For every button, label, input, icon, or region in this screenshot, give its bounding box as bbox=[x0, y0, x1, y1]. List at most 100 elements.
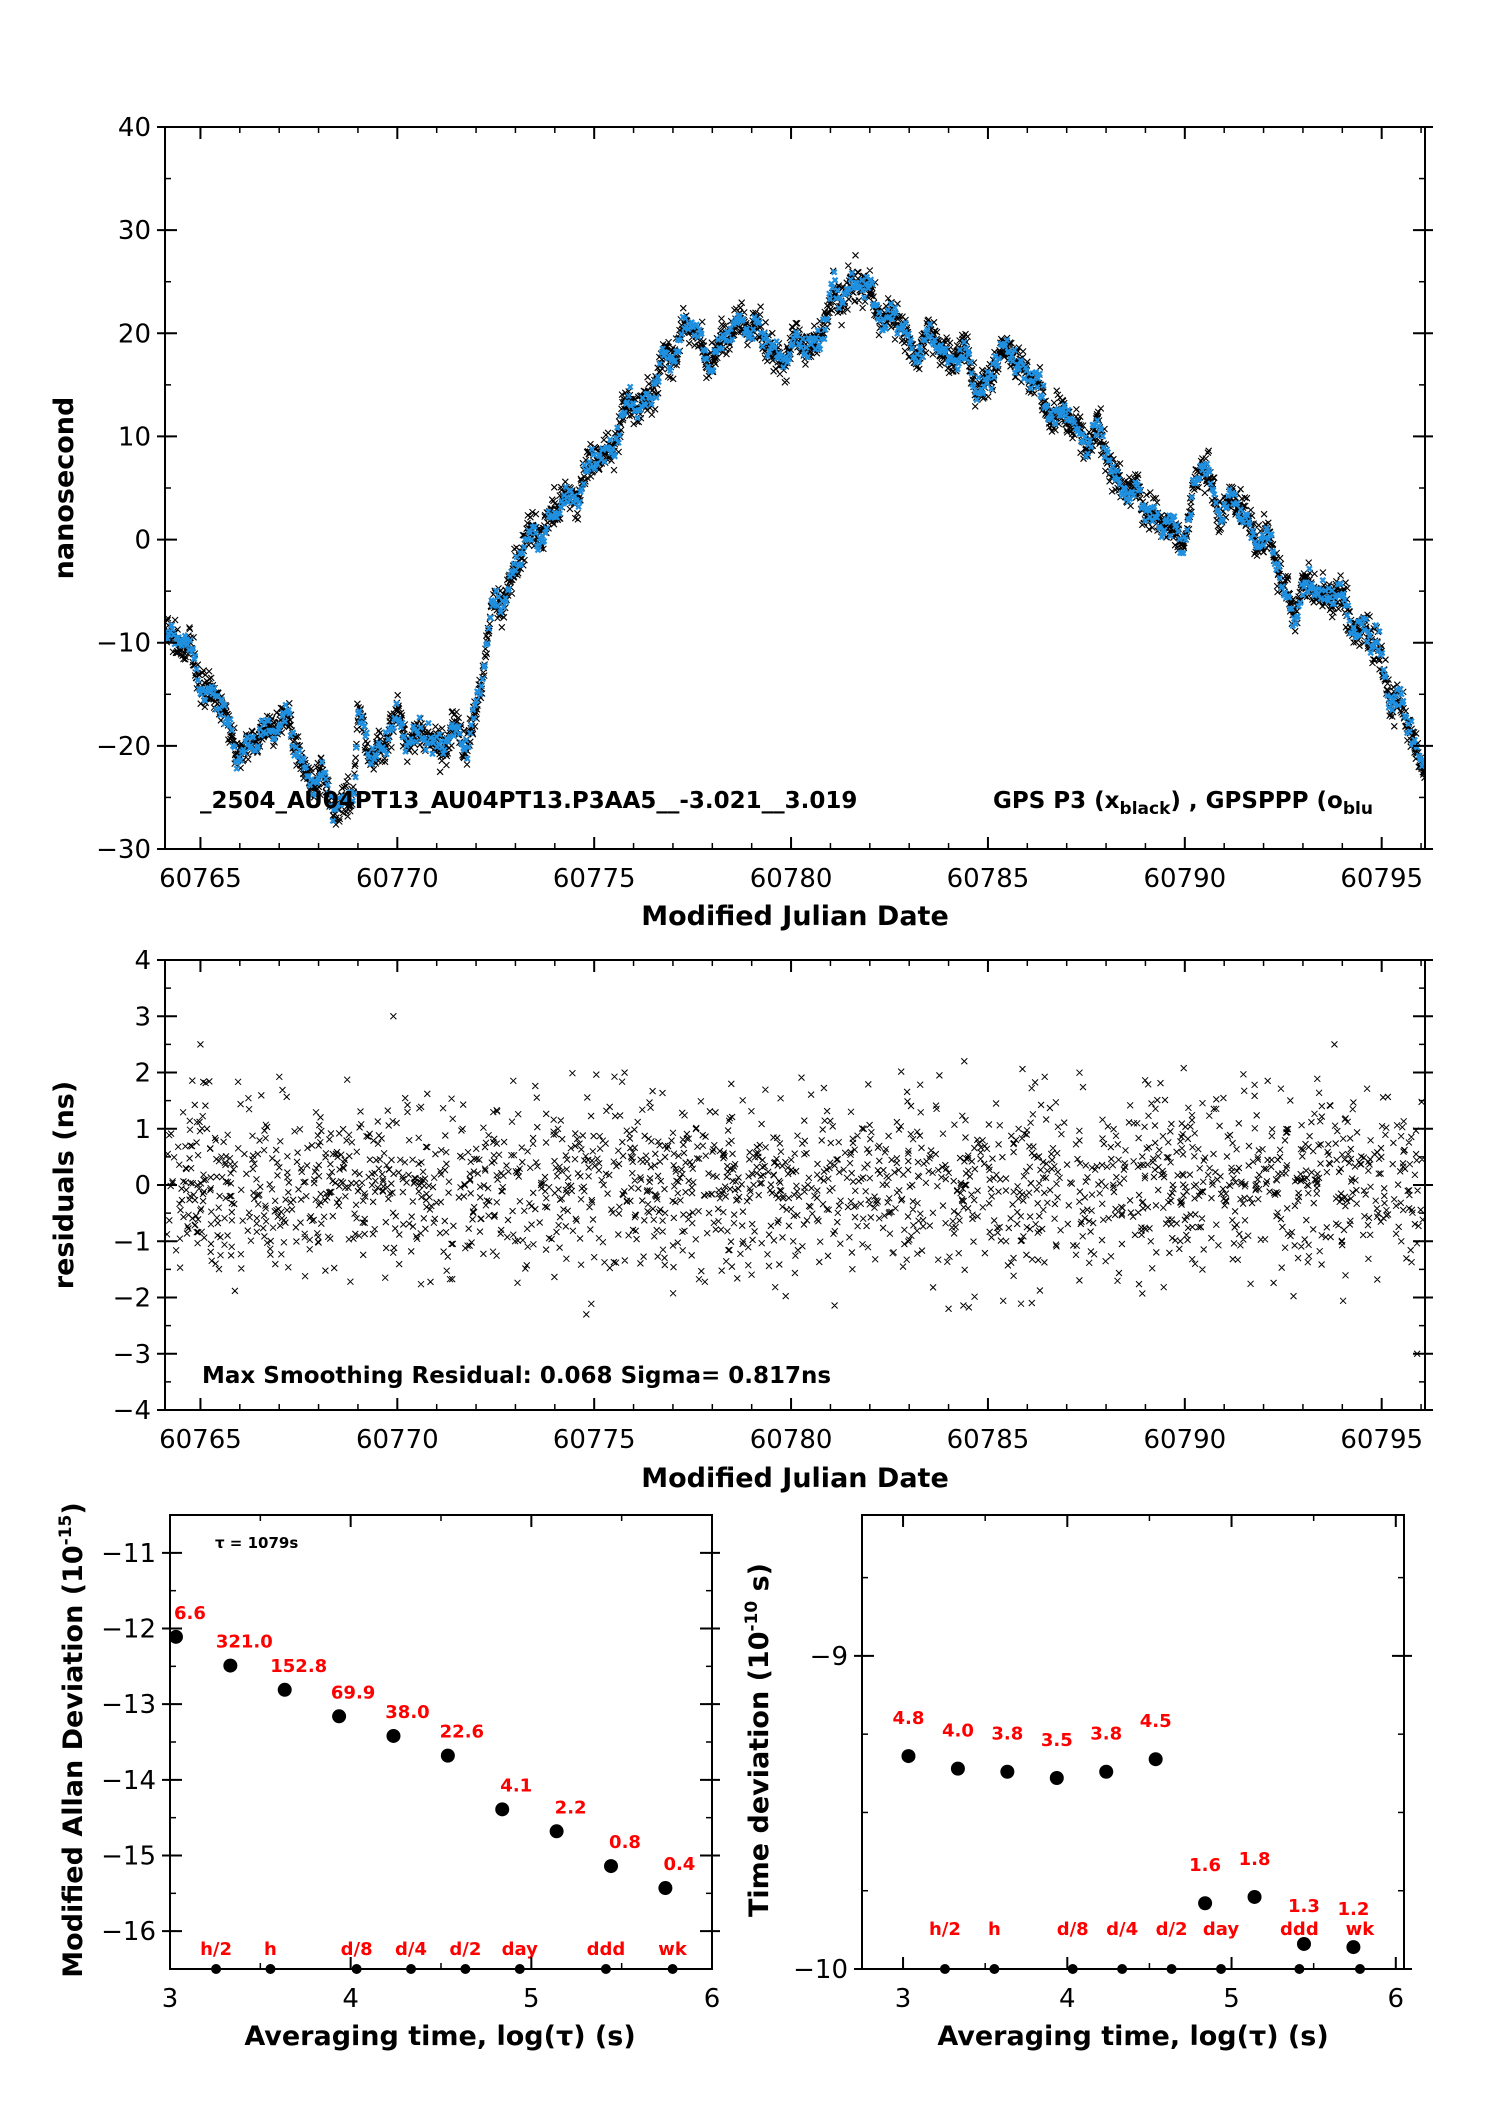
point-value-label: 4.1 bbox=[500, 1775, 532, 1796]
legend-black-subscript: black bbox=[1120, 799, 1172, 819]
y-tick-label: 10 bbox=[118, 422, 151, 452]
y-tick-label: −10 bbox=[96, 629, 151, 659]
x-tick-label: 60775 bbox=[553, 864, 636, 894]
residuals-annotation: Max Smoothing Residual: 0.068 Sigma= 0.8… bbox=[202, 1363, 831, 1389]
stability-point bbox=[1296, 1936, 1311, 1951]
tdev-plot-frame bbox=[861, 1514, 1405, 1970]
x-tick-label: 60770 bbox=[356, 864, 439, 894]
x-tick-label: 60780 bbox=[750, 1425, 833, 1455]
stability-point bbox=[168, 1629, 183, 1644]
marker-label: day bbox=[502, 1939, 538, 1960]
point-value-label: 4.0 bbox=[942, 1721, 974, 1742]
point-value-label: 38.0 bbox=[385, 1702, 429, 1723]
y-tick-label: 3 bbox=[134, 1002, 151, 1032]
x-tick-label: 60770 bbox=[356, 1425, 439, 1455]
y-tick-label: 4 bbox=[134, 946, 151, 976]
stability-point bbox=[1247, 1889, 1262, 1904]
x-tick-label: 5 bbox=[1223, 1984, 1240, 2014]
x-tick-label: 60795 bbox=[1340, 864, 1423, 894]
x-tick-label: 60790 bbox=[1143, 1425, 1226, 1455]
point-value-label: 22.6 bbox=[440, 1722, 484, 1743]
point-value-label: 4.5 bbox=[1140, 1711, 1172, 1732]
point-value-label: 3.8 bbox=[1090, 1724, 1122, 1745]
point-value-label: 3.5 bbox=[1041, 1730, 1073, 1751]
residuals-chart: 60765 60770 60775 60780 60785 60790 60795 −4 −3 −… bbox=[49, 946, 1433, 1494]
stability-point bbox=[495, 1802, 510, 1817]
x-tick-label: 5 bbox=[523, 1984, 540, 2014]
stability-point bbox=[1346, 1940, 1361, 1955]
y-tick-label: −20 bbox=[96, 732, 151, 762]
residuals-x-axis-label: Modified Julian Date bbox=[641, 1463, 949, 1494]
y-tick-label: 20 bbox=[118, 319, 151, 349]
stability-point bbox=[1198, 1896, 1213, 1911]
stability-point bbox=[277, 1682, 292, 1697]
y-tick-label: 0 bbox=[134, 526, 151, 556]
top-data-points bbox=[165, 251, 1425, 828]
y-tick-label: 30 bbox=[118, 216, 151, 246]
y-tick-label: 0 bbox=[134, 1171, 151, 1201]
marker-label: d/2 bbox=[1156, 1919, 1188, 1940]
marker-label: h bbox=[264, 1939, 277, 1960]
mdev-axes: 3 4 5 6 −16 −15 −14 −13 −12 −11 bbox=[101, 1514, 720, 2014]
y-tick-label: −4 bbox=[113, 1396, 151, 1426]
marker-label: ddd bbox=[587, 1939, 626, 1960]
stability-point bbox=[1000, 1764, 1015, 1779]
x-tick-label: 3 bbox=[895, 1984, 912, 2014]
point-value-label: 69.9 bbox=[331, 1682, 375, 1703]
top-annotation: _2504_AU04PT13_AU04PT13.P3AA5__-3.021__3… bbox=[200, 788, 857, 814]
marker-label: d/4 bbox=[395, 1939, 427, 1960]
marker-label: d/8 bbox=[1057, 1919, 1089, 1940]
legend-blue-subscript: blu bbox=[1343, 799, 1373, 819]
stability-point bbox=[549, 1824, 564, 1839]
top-y-axis-label: nanosecond bbox=[49, 397, 80, 580]
stability-point bbox=[386, 1728, 401, 1743]
marker-label: day bbox=[1203, 1919, 1239, 1940]
y-tick-label: −13 bbox=[101, 1690, 156, 1720]
point-value-label: 3.8 bbox=[991, 1724, 1023, 1745]
point-value-label: 1.3 bbox=[1288, 1896, 1320, 1917]
stability-point bbox=[1148, 1752, 1163, 1767]
point-value-label: 152.8 bbox=[270, 1656, 327, 1677]
y-tick-label: −10 bbox=[793, 1955, 848, 1985]
y-tick-label: −16 bbox=[101, 1917, 156, 1947]
stability-point bbox=[1099, 1764, 1114, 1779]
point-value-label: 0.8 bbox=[609, 1832, 641, 1853]
x-tick-label: 60785 bbox=[947, 864, 1030, 894]
y-tick-label: −9 bbox=[810, 1642, 848, 1672]
point-value-label: 321.0 bbox=[216, 1632, 273, 1653]
x-tick-label: 60775 bbox=[553, 1425, 636, 1455]
tdev-chart: 4.8 4.0 3.8 3.5 3.8 4.5 1.6 1.8 1.3 1.2 h/2 h d/8 d/4… bbox=[742, 1514, 1412, 2052]
top-chart: 60765 60770 60775 60780 60785 60790 60795 −30 −2… bbox=[49, 113, 1433, 932]
marker-label: h bbox=[988, 1919, 1001, 1940]
marker-label: d/4 bbox=[1106, 1919, 1138, 1940]
residual-data-points bbox=[165, 1012, 1425, 1358]
tdev-axes: 3 4 5 6 −10 −9 bbox=[793, 1515, 1412, 2014]
stability-point bbox=[950, 1761, 965, 1776]
top-legend: GPS P3 (xblack) , GPSPPP (oblu bbox=[993, 788, 1373, 819]
top-x-axis-label: Modified Julian Date bbox=[641, 901, 949, 932]
y-tick-label: −1 bbox=[113, 1227, 151, 1257]
residuals-y-axis-label: residuals (ns) bbox=[49, 1081, 80, 1289]
y-tick-label: −2 bbox=[113, 1284, 151, 1314]
point-value-label: 1.2 bbox=[1337, 1899, 1369, 1920]
y-tick-label: 2 bbox=[134, 1059, 151, 1089]
mdev-y-axis-label: Modified Allan Deviation (10-15) bbox=[56, 1502, 89, 1977]
x-tick-label: 60765 bbox=[159, 864, 242, 894]
y-tick-label: −11 bbox=[101, 1539, 156, 1569]
marker-label: wk bbox=[1346, 1919, 1376, 1940]
point-value-label: 2.2 bbox=[555, 1797, 587, 1818]
tdev-y-axis-label: Time deviation (10-10 s) bbox=[742, 1563, 775, 1917]
residual-series bbox=[165, 1012, 1425, 1358]
y-tick-label: −30 bbox=[96, 835, 151, 865]
y-tick-label: −3 bbox=[113, 1340, 151, 1370]
y-tick-label: −15 bbox=[101, 1842, 156, 1872]
gpsppp-series bbox=[165, 268, 1425, 825]
mdev-chart: 6.6 321.0 152.869.9 38.0 22.6 4.1 2.2 0.8 0.4 h/2… bbox=[56, 1502, 720, 2052]
x-tick-label: 4 bbox=[1059, 1984, 1076, 2014]
mdev-x-axis-label: Averaging time, log(τ) (s) bbox=[244, 2021, 635, 2052]
x-tick-label: 60780 bbox=[750, 864, 833, 894]
top-axes: 60765 60770 60775 60780 60785 60790 60795 −30 −2… bbox=[96, 113, 1433, 894]
marker-label: wk bbox=[658, 1939, 688, 1960]
y-tick-label: −12 bbox=[101, 1615, 156, 1645]
